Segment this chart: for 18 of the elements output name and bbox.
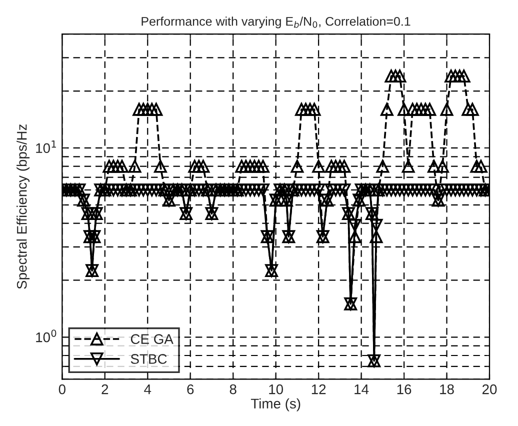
x-tick-label: 2 — [102, 384, 108, 394]
x-tick-label: 18 — [440, 384, 454, 394]
y-tick-label: 10$^{0}$ — [36, 330, 56, 342]
x-tick-label: 14 — [354, 384, 369, 394]
x-tick-label: 8 — [230, 384, 236, 394]
x-tick-label: 6 — [187, 384, 194, 394]
legend-label: STBC — [130, 354, 167, 364]
x-tick-label: 12 — [312, 384, 326, 394]
y-axis-title: Spectral Efficiency (bps/Hz — [16, 124, 30, 289]
x-tick-label: 4 — [144, 384, 152, 394]
y-tick-label: 10$^{1}$ — [36, 140, 56, 154]
legend-label: CE GA — [130, 334, 174, 344]
x-tick-label: 20 — [482, 384, 497, 394]
x-axis-title: Time (s) — [250, 398, 300, 412]
x-tick-label: 16 — [397, 384, 412, 394]
chart-title: Performance with varying E$_{b}$/N$_{0}$, Correlation=0.1 — [142, 16, 410, 28]
x-tick-label: 10 — [269, 384, 284, 394]
x-tick-label: 0 — [58, 384, 66, 394]
